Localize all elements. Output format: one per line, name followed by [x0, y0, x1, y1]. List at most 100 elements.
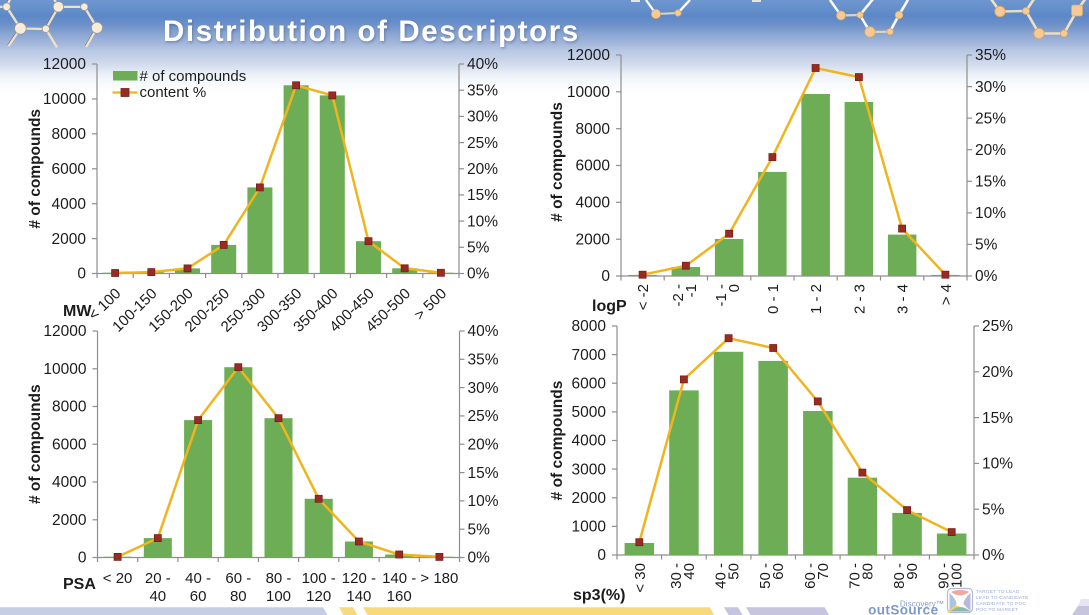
- svg-text:7000: 7000: [572, 347, 607, 364]
- svg-text:15%: 15%: [982, 410, 1013, 427]
- svg-text:1000: 1000: [572, 519, 607, 536]
- svg-text:5%: 5%: [982, 501, 1005, 518]
- svg-text:-1: -1: [683, 284, 700, 297]
- svg-text:< 20: < 20: [103, 570, 133, 587]
- svg-text:10%: 10%: [467, 213, 498, 230]
- svg-text:50 -: 50 -: [757, 563, 774, 589]
- svg-text:6000: 6000: [572, 375, 607, 392]
- svg-text:12000: 12000: [43, 56, 86, 73]
- svg-text:70 -: 70 -: [846, 563, 863, 589]
- svg-text:0 - 1: 0 - 1: [765, 284, 782, 314]
- svg-text:20%: 20%: [975, 142, 1006, 159]
- svg-text:< 30: < 30: [632, 563, 649, 593]
- svg-text:8000: 8000: [572, 318, 607, 335]
- svg-text:10%: 10%: [975, 205, 1006, 222]
- svg-text:15%: 15%: [975, 174, 1006, 191]
- svg-text:25%: 25%: [982, 318, 1013, 335]
- svg-text:logP: logP: [592, 298, 627, 315]
- svg-text:60: 60: [190, 588, 207, 605]
- svg-text:10000: 10000: [567, 84, 610, 101]
- svg-text:20%: 20%: [467, 161, 498, 178]
- svg-text:> 500: > 500: [411, 285, 450, 324]
- svg-text:80 -: 80 -: [266, 570, 292, 587]
- svg-text:sp3(%): sp3(%): [573, 587, 625, 604]
- svg-text:0%: 0%: [982, 547, 1005, 564]
- svg-text:# of compounds: # of compounds: [549, 381, 566, 501]
- svg-text:# of compounds: # of compounds: [27, 109, 44, 229]
- svg-text:60: 60: [770, 563, 787, 580]
- svg-text:60 -: 60 -: [225, 570, 251, 587]
- svg-text:40: 40: [681, 563, 698, 580]
- svg-text:5%: 5%: [468, 521, 491, 538]
- svg-text:4000: 4000: [572, 433, 607, 450]
- svg-text:POC TO MARKET: POC TO MARKET: [976, 607, 1018, 613]
- svg-text:3000: 3000: [572, 461, 607, 478]
- svg-text:12000: 12000: [567, 47, 610, 64]
- svg-text:4000: 4000: [576, 195, 611, 212]
- svg-text:30%: 30%: [468, 380, 499, 397]
- svg-text:100: 100: [949, 563, 966, 588]
- svg-text:0: 0: [597, 547, 606, 564]
- svg-text:140: 140: [346, 588, 371, 605]
- svg-text:0: 0: [77, 266, 86, 283]
- svg-text:35%: 35%: [468, 352, 499, 369]
- svg-text:10%: 10%: [468, 493, 499, 510]
- svg-text:20%: 20%: [468, 436, 499, 453]
- svg-text:2 - 3: 2 - 3: [851, 284, 868, 314]
- svg-text:60 -: 60 -: [802, 563, 819, 589]
- svg-text:90 -: 90 -: [936, 563, 953, 589]
- svg-text:12000: 12000: [43, 323, 86, 340]
- svg-text:10000: 10000: [43, 91, 86, 108]
- svg-text:120: 120: [306, 588, 331, 605]
- svg-text:3 - 4: 3 - 4: [895, 284, 912, 314]
- svg-text:-1 -: -1 -: [713, 284, 730, 307]
- svg-text:8000: 8000: [576, 121, 611, 138]
- svg-text:40 -: 40 -: [713, 563, 730, 589]
- svg-text:20 -: 20 -: [145, 570, 171, 587]
- svg-text:80: 80: [859, 563, 876, 580]
- svg-text:30%: 30%: [975, 79, 1006, 96]
- svg-text:35%: 35%: [467, 82, 498, 99]
- svg-text:90: 90: [904, 563, 921, 580]
- svg-text:80: 80: [230, 588, 247, 605]
- svg-text:LEAD TO CANDIDATE: LEAD TO CANDIDATE: [976, 595, 1028, 601]
- svg-text:outSource: outSource: [868, 603, 938, 615]
- svg-text:10000: 10000: [43, 361, 86, 378]
- svg-text:8000: 8000: [52, 126, 87, 143]
- svg-text:100: 100: [266, 588, 291, 605]
- svg-text:20%: 20%: [982, 364, 1013, 381]
- svg-text:CANDIDATE TO POC: CANDIDATE TO POC: [976, 601, 1026, 607]
- svg-text:50: 50: [726, 563, 743, 580]
- svg-text:80 -: 80 -: [891, 563, 908, 589]
- svg-text:120 -: 120 -: [342, 570, 376, 587]
- svg-text:40%: 40%: [468, 323, 499, 340]
- svg-text:2000: 2000: [576, 231, 611, 248]
- svg-text:25%: 25%: [467, 135, 498, 152]
- svg-text:15%: 15%: [467, 187, 498, 204]
- svg-text:6000: 6000: [576, 158, 611, 175]
- svg-text:0%: 0%: [468, 550, 491, 567]
- svg-text:4000: 4000: [52, 474, 87, 491]
- svg-text:1 - 2: 1 - 2: [808, 284, 825, 314]
- svg-text:5%: 5%: [975, 237, 998, 254]
- svg-text:40%: 40%: [467, 56, 498, 73]
- svg-text:160: 160: [387, 588, 412, 605]
- svg-text:6000: 6000: [52, 436, 87, 453]
- svg-text:TARGET TO LEAD: TARGET TO LEAD: [976, 589, 1020, 595]
- svg-text:15%: 15%: [468, 465, 499, 482]
- svg-text:5000: 5000: [572, 404, 607, 421]
- svg-text:> 4: > 4: [938, 284, 955, 305]
- svg-text:10%: 10%: [982, 456, 1013, 473]
- svg-text:> 180: > 180: [420, 570, 458, 587]
- svg-text:140 -: 140 -: [382, 570, 416, 587]
- svg-text:2000: 2000: [52, 231, 87, 248]
- svg-text:2000: 2000: [52, 512, 87, 529]
- svg-text:0%: 0%: [467, 266, 490, 283]
- svg-text:70: 70: [815, 563, 832, 580]
- svg-text:-2 -: -2 -: [670, 284, 687, 307]
- svg-text:MW: MW: [63, 303, 92, 320]
- svg-text:4000: 4000: [52, 196, 87, 213]
- svg-text:Discovery™: Discovery™: [900, 600, 944, 609]
- svg-text:# of compounds: # of compounds: [27, 384, 44, 504]
- svg-text:PSA: PSA: [63, 576, 96, 593]
